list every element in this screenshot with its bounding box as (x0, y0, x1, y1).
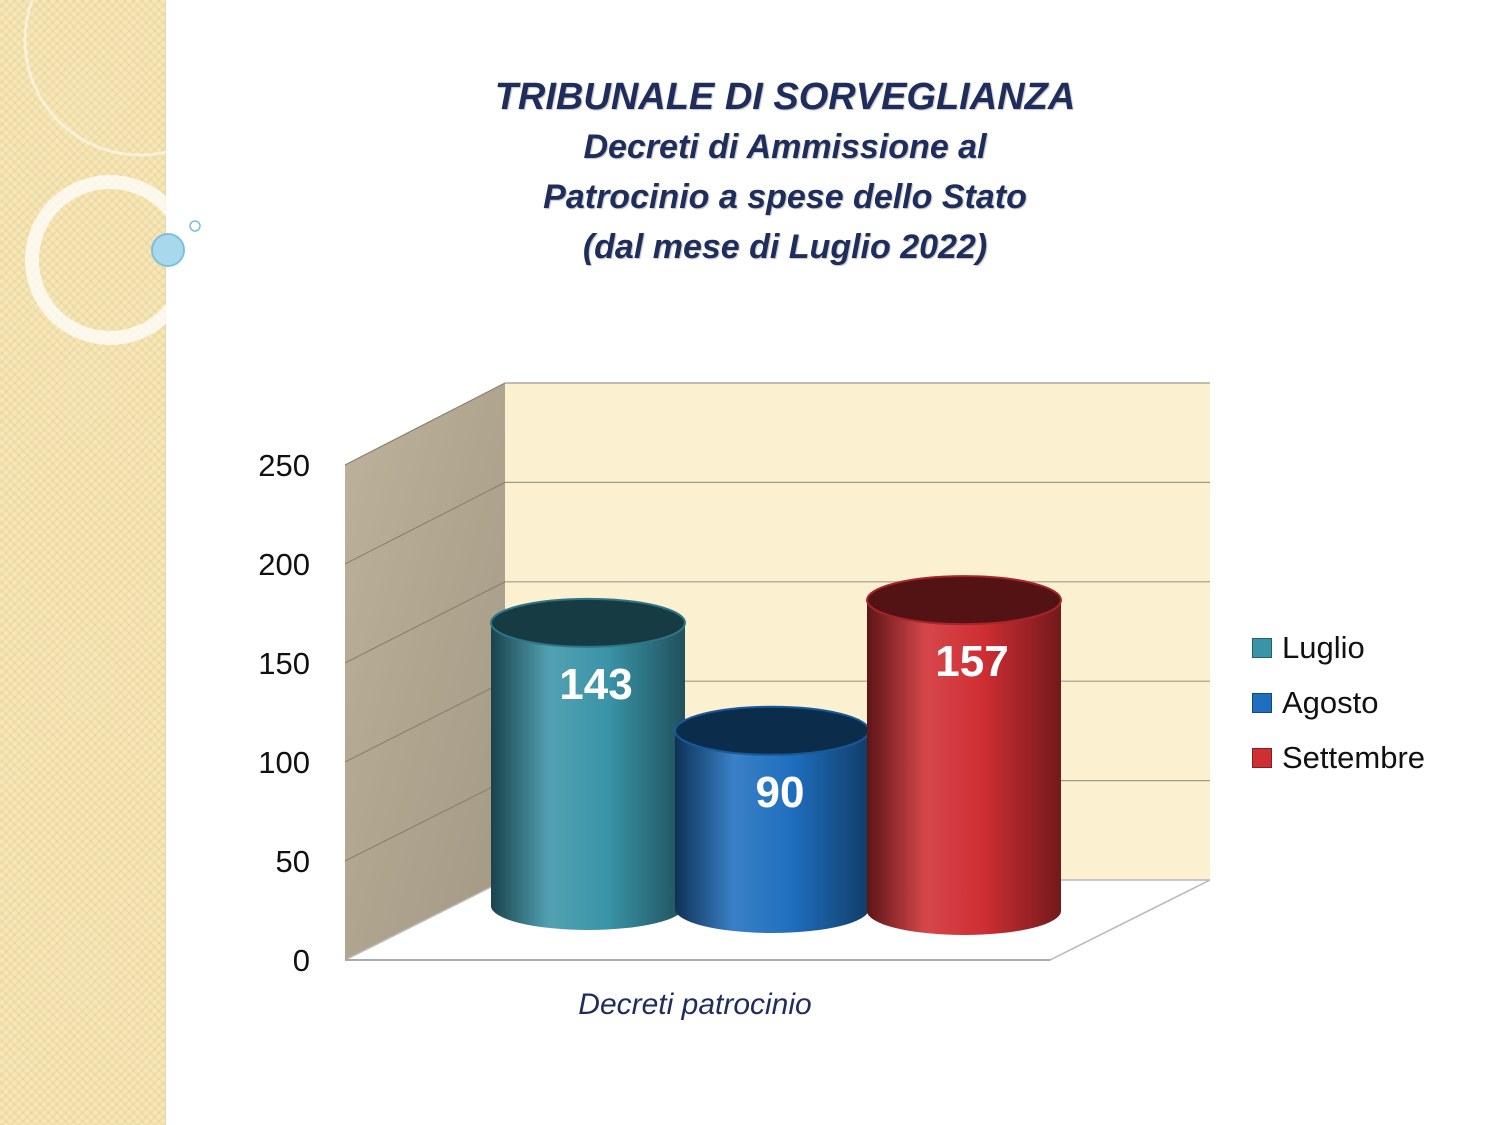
legend-swatch-agosto (1252, 692, 1272, 713)
legend-item-agosto: Agosto (1252, 675, 1425, 730)
gridline-side (344, 481, 506, 565)
y-tick-label: 150 (258, 646, 310, 681)
legend-item-luglio: Luglio (1252, 620, 1425, 675)
data-label-agosto: 90 (756, 768, 805, 817)
y-tick-label: 100 (258, 745, 310, 780)
y-tick-label: 250 (258, 448, 310, 483)
y-tick-label: 50 (276, 844, 310, 879)
gridline-side (344, 780, 506, 862)
legend-swatch-luglio (1252, 637, 1272, 658)
legend-item-settembre: Settembre (1252, 730, 1425, 785)
title-line-4: (dal mese di Luglio 2022) (582, 228, 988, 266)
data-label-luglio: 143 (559, 660, 632, 709)
gridline-side (344, 680, 506, 763)
bar-settembre-body (867, 600, 1061, 935)
x-category-label: Decreti patrocinio (578, 988, 812, 1021)
legend-swatch-settembre (1252, 747, 1272, 768)
chart-title: TRIBUNALE DI SORVEGLIANZA Decreti di Amm… (300, 72, 1270, 272)
title-line-1: TRIBUNALE DI SORVEGLIANZA (494, 76, 1076, 118)
bar-agosto-top (674, 705, 870, 756)
data-label-settembre: 157 (935, 637, 1008, 686)
legend-label-settembre: Settembre (1282, 739, 1426, 775)
gridline-side (344, 581, 506, 664)
title-line-2: Decreti di Ammissione al (583, 128, 987, 166)
title-line-3: Patrocinio a spese dello Stato (543, 178, 1027, 216)
chart-legend: Luglio Agosto Settembre (1252, 620, 1425, 785)
legend-label-luglio: Luglio (1282, 629, 1365, 665)
bar-agosto-body (675, 730, 869, 933)
bar-settembre-top (866, 575, 1062, 626)
side-wall (345, 383, 505, 960)
y-tick-label: 0 (293, 943, 310, 978)
y-tick-label: 200 (258, 547, 310, 582)
legend-label-agosto: Agosto (1282, 684, 1379, 720)
bar-luglio-top (490, 597, 686, 648)
gridline-side (344, 382, 506, 466)
bar-luglio-body (491, 622, 685, 930)
